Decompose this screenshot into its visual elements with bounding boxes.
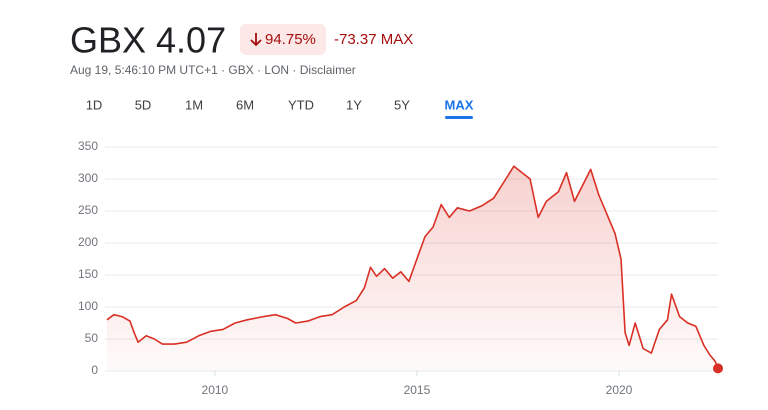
price-line (106, 165, 719, 369)
subtitle: Aug 19, 5:46:10 PM UTC+1 · GBX · LON · D… (70, 63, 356, 77)
range-tab[interactable]: 6M (236, 97, 254, 112)
y-tick-label: 0 (91, 363, 98, 377)
y-tick-label: 50 (85, 331, 99, 345)
x-tick-label: 2020 (606, 383, 633, 397)
tab-underline (445, 116, 473, 119)
range-tab[interactable]: 1M (185, 97, 203, 112)
y-tick-label: 300 (78, 171, 98, 185)
change: -73.37 MAX (334, 31, 413, 48)
y-tick-label: 200 (78, 235, 98, 249)
down-arrow (250, 33, 262, 47)
change-percent: 94.75% (265, 31, 316, 48)
y-tick-label: 100 (78, 299, 98, 313)
range-tab[interactable]: 5Y (394, 97, 410, 112)
range-tab[interactable]: MAX (445, 97, 474, 112)
y-tick-label: 150 (78, 267, 98, 281)
range-tab[interactable]: 5D (135, 97, 152, 112)
price-area (107, 166, 718, 371)
x-tick-label: 2015 (404, 383, 431, 397)
range-tab[interactable]: 1Y (346, 97, 362, 112)
range-tab[interactable]: 1D (86, 97, 103, 112)
y-tick-label: 350 (78, 139, 98, 153)
range-tab[interactable]: YTD (288, 97, 314, 112)
last-point (713, 363, 723, 374)
change-badge (240, 24, 326, 55)
x-tick-label: 2010 (202, 383, 229, 397)
price: GBX 4.07 (70, 20, 226, 61)
y-tick-label: 250 (78, 203, 98, 217)
